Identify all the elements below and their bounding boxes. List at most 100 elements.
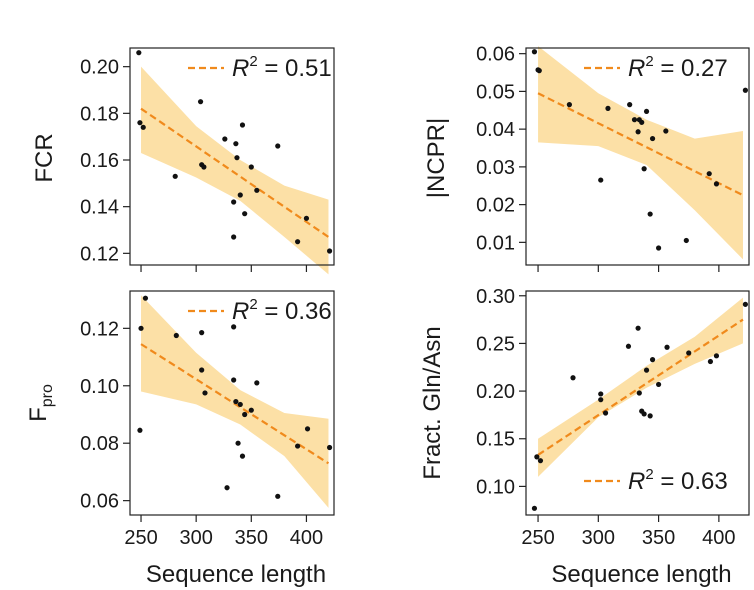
data-point [598,391,604,397]
data-point [172,173,178,179]
plot-frame [129,290,335,516]
y-tick-label: 0.18 [80,103,119,125]
y-tick-label: 0.03 [476,157,515,179]
data-point [636,390,642,396]
data-point [224,485,230,491]
legend: R2 = 0.36 [188,296,332,325]
data-point [231,199,237,205]
data-point [707,358,714,365]
data-point [231,377,237,383]
legend: R2 = 0.27 [584,53,728,82]
data-point [140,124,146,130]
data-point [625,343,632,349]
data-point [239,453,246,459]
data-point [649,135,656,142]
data-point [686,350,692,356]
data-point [173,332,179,339]
data-point [254,380,260,386]
y-tick-label: 0.05 [476,81,515,103]
data-point [605,105,611,111]
data-point [237,401,243,408]
panel-fcr: 0.12 0.14 0.16 0.18 0.20 FCR R2 = 0.51 [31,47,335,275]
y-tick-label: 0.06 [80,491,119,513]
y-tick-label: 0.12 [80,318,119,340]
legend-label: R2 = 0.36 [232,296,332,325]
y-tick-label: 0.12 [80,243,119,265]
x-tick-label: 350 [642,527,675,549]
data-point [534,454,540,460]
y-tick-label: 0.02 [476,195,515,217]
plot-frame [525,47,750,266]
data-point [326,248,333,254]
legend: R2 = 0.63 [584,466,728,495]
data-point [742,87,748,93]
y-tick-label: 0.10 [476,476,515,498]
y-tick-label: 0.10 [80,376,119,398]
x-tick-label: 250 [521,527,554,549]
data-point [202,390,208,396]
y-tick-label: 0.06 [476,44,515,66]
x-tick-label: 250 [124,527,157,549]
data-point [643,367,650,373]
x-axis-label: Sequence length [551,561,731,588]
data-point [248,407,254,413]
data-point [598,177,604,183]
x-tick-label: 400 [290,527,323,549]
data-point [602,410,609,416]
data-point [303,215,310,221]
data-point [248,164,254,170]
data-point [233,398,239,405]
y-tick-label: 0.20 [80,57,119,79]
data-point [566,102,572,108]
data-point [531,505,538,511]
data-point [627,102,633,108]
data-point [201,164,207,170]
x-tick-label: 300 [582,527,615,549]
data-point [598,397,604,403]
data-point [706,171,712,177]
data-point [136,50,142,56]
data-point [197,99,204,105]
x-axis-label: Sequence length [146,561,326,588]
y-axis-label: Fpro [25,384,56,422]
data-point [635,325,641,331]
data-point [643,108,650,115]
data-point [222,136,228,142]
legend-label: R2 = 0.63 [628,466,728,495]
y-axis-label: Fract. Gln/Asn [419,326,446,479]
data-point [242,411,248,418]
data-point [326,444,333,451]
data-point [647,413,653,419]
y-tick-label: 0.08 [80,433,119,455]
data-point [536,68,542,74]
x-tick-label: 300 [179,527,212,549]
fit-line [140,107,330,238]
data-point [233,141,239,147]
fit-line [537,92,744,197]
x-tick-label: 350 [235,527,268,549]
data-point [275,143,281,149]
y-tick-label: 0.20 [476,381,515,403]
data-point [137,427,143,433]
data-point [275,493,281,499]
panel-fpro: 0.06 0.08 0.10 0.12 250 300 350 400 Sequence len… [25,290,335,588]
fit-line [537,318,744,456]
data-point [231,324,237,330]
data-point [655,381,662,388]
data-point [138,325,144,331]
data-point [242,211,248,217]
data-point [199,330,205,336]
data-point [570,375,576,381]
data-point [683,237,689,244]
data-point [537,458,544,464]
x-tick-label: 400 [702,527,735,549]
data-point [531,49,538,55]
y-tick-label: 0.15 [476,429,515,451]
plot-frame [129,47,335,266]
plot-frame [525,290,750,516]
y-tick-label: 0.04 [476,119,515,141]
y-tick-label: 0.30 [476,286,515,308]
data-point [199,367,205,373]
data-point [231,234,237,240]
